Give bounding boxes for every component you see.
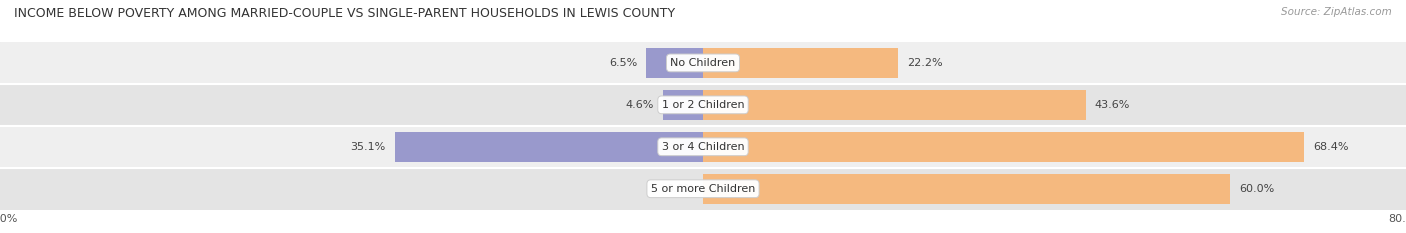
Text: 4.6%: 4.6% <box>626 100 654 110</box>
Text: 60.0%: 60.0% <box>1239 184 1274 194</box>
Text: INCOME BELOW POVERTY AMONG MARRIED-COUPLE VS SINGLE-PARENT HOUSEHOLDS IN LEWIS C: INCOME BELOW POVERTY AMONG MARRIED-COUPL… <box>14 7 675 20</box>
Bar <box>703 132 1305 162</box>
Bar <box>395 132 703 162</box>
Text: 3 or 4 Children: 3 or 4 Children <box>662 142 744 152</box>
Bar <box>0 84 1406 126</box>
Text: 43.6%: 43.6% <box>1095 100 1130 110</box>
Bar <box>662 90 703 120</box>
Bar <box>703 90 1087 120</box>
Bar <box>703 174 1230 204</box>
Text: 35.1%: 35.1% <box>350 142 385 152</box>
Bar <box>645 48 703 78</box>
Text: 6.5%: 6.5% <box>609 58 637 68</box>
Bar <box>0 168 1406 210</box>
Text: 22.2%: 22.2% <box>907 58 942 68</box>
Text: 68.4%: 68.4% <box>1313 142 1348 152</box>
Text: 1 or 2 Children: 1 or 2 Children <box>662 100 744 110</box>
Text: Source: ZipAtlas.com: Source: ZipAtlas.com <box>1281 7 1392 17</box>
Bar <box>703 48 898 78</box>
Bar <box>0 126 1406 168</box>
Bar <box>0 42 1406 84</box>
Text: 0.0%: 0.0% <box>666 184 695 194</box>
Text: No Children: No Children <box>671 58 735 68</box>
Text: 5 or more Children: 5 or more Children <box>651 184 755 194</box>
